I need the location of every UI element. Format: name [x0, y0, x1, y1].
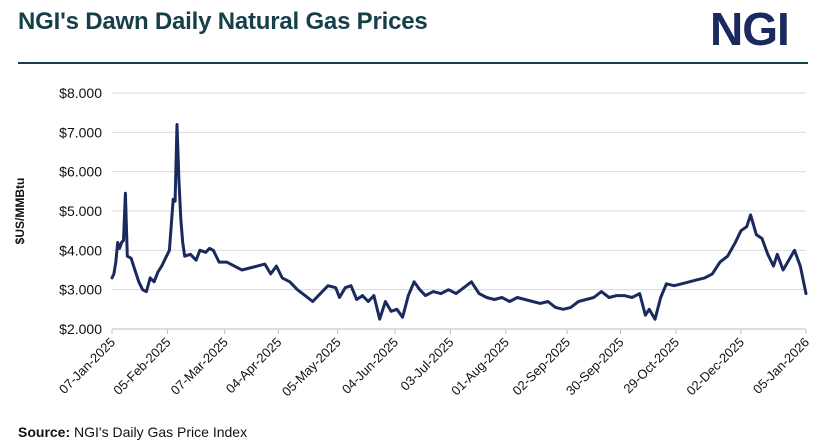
y-axis: $2.000 $3.000 $4.000 $5.000 $6.000 $7.000 $8.0… — [59, 85, 102, 337]
x-tick-label: 29-Oct-2025 — [620, 335, 682, 397]
x-tick-label: 03-Jul-2025 — [397, 335, 456, 394]
x-tick-label: 07-Mar-2025 — [168, 335, 231, 398]
page-title: NGI's Dawn Daily Natural Gas Prices — [18, 8, 428, 35]
x-tick-label: 02-Dec-2025 — [683, 335, 747, 399]
series-line — [110, 123, 808, 321]
y-tick-label: $4.000 — [59, 242, 102, 258]
title-divider — [18, 62, 808, 64]
x-tick-label: 05-Feb-2025 — [110, 335, 173, 398]
y-tick-label: $8.000 — [59, 85, 102, 101]
x-tick-label: 05-May-2025 — [279, 335, 344, 400]
y-tick-label: $7.000 — [59, 124, 102, 140]
y-tick-label: $3.000 — [59, 282, 102, 298]
x-tick-label: 05-Jan-2026 — [750, 335, 812, 397]
y-axis-label: $US/MMBtu — [13, 178, 27, 245]
chart-series — [110, 123, 808, 321]
x-tick-label: 07-Jan-2025 — [56, 335, 118, 397]
source-label: Source: — [18, 424, 71, 440]
source-text: NGI's Daily Gas Price Index — [74, 424, 248, 440]
source-note: Source: NGI's Daily Gas Price Index — [18, 424, 247, 440]
y-tick-label: $5.000 — [59, 203, 102, 219]
x-tick-label: 01-Aug-2025 — [448, 335, 512, 399]
x-tick-label: 30-Sep-2025 — [563, 335, 627, 399]
chart-gridlines — [112, 92, 806, 330]
ngi-logo: NGI — [710, 3, 790, 55]
y-tick-label: $2.000 — [59, 321, 102, 337]
x-tick-label: 04-Jun-2025 — [339, 335, 401, 397]
x-tick-label: 04-Apr-2025 — [223, 335, 285, 397]
y-tick-label: $6.000 — [59, 164, 102, 180]
x-axis: 07-Jan-202505-Feb-202507-Mar-202504-Apr-… — [56, 328, 812, 400]
